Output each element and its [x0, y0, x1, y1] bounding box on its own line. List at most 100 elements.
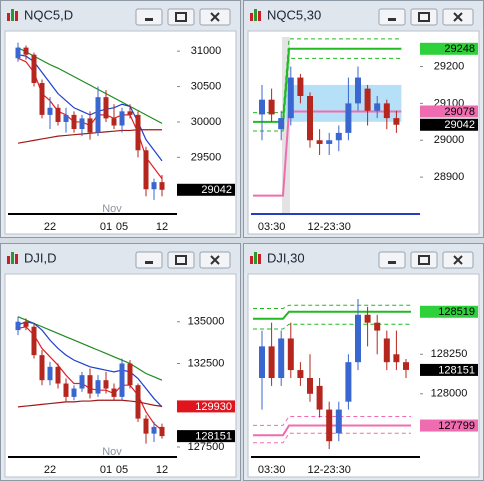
candle — [119, 358, 125, 401]
candle — [374, 96, 381, 119]
minimize-button[interactable] — [135, 8, 163, 26]
candle — [87, 368, 93, 399]
candle — [383, 99, 390, 130]
candle — [39, 350, 45, 386]
icon-bar — [11, 252, 14, 264]
candle-body — [47, 107, 53, 115]
window-icon — [7, 252, 18, 264]
moving-average — [17, 47, 163, 124]
button-face — [167, 8, 195, 26]
close-button[interactable] — [199, 251, 231, 269]
close-button[interactable] — [442, 8, 474, 26]
candle-body — [47, 366, 53, 381]
candle — [111, 383, 117, 401]
level-line — [253, 310, 411, 320]
button-glyph — [388, 261, 396, 264]
chart-window: DJI,30 128000 128250 128519 128151 127799 03:3… — [243, 243, 484, 481]
candle-body — [345, 362, 352, 402]
candle-body — [403, 362, 409, 370]
candle — [23, 318, 29, 331]
candle — [335, 125, 342, 152]
candle — [297, 362, 304, 386]
price-tag — [420, 42, 478, 55]
month-label: Nov — [102, 446, 122, 458]
minimize-button[interactable] — [378, 8, 406, 26]
level-line — [253, 47, 402, 123]
candle — [95, 86, 101, 137]
candle — [345, 77, 352, 141]
candle-body — [95, 97, 101, 133]
minimize-button[interactable] — [378, 251, 406, 269]
window-icon — [7, 9, 18, 21]
candle — [103, 90, 109, 122]
button-glyph — [145, 18, 153, 21]
candle — [143, 146, 149, 197]
restore-button[interactable] — [410, 251, 438, 269]
price-tag-label: 128151 — [195, 431, 232, 443]
month-label: Nov — [102, 203, 122, 215]
price-tag — [420, 105, 478, 118]
candle-body — [79, 375, 85, 389]
candle — [355, 66, 361, 111]
candle-body — [393, 354, 400, 363]
x-tick-label: 12 — [156, 221, 168, 233]
candle — [307, 354, 313, 402]
button-face — [135, 8, 163, 26]
button-glyph — [388, 18, 396, 21]
restore-button[interactable] — [410, 8, 438, 26]
candle-body — [111, 118, 117, 126]
candle-body — [95, 380, 101, 394]
candle-body — [278, 118, 285, 130]
candle — [403, 359, 409, 378]
y-tick-label: 30500 — [191, 80, 222, 92]
window-title: DJI,30 — [267, 250, 305, 265]
button-glyph — [145, 261, 153, 264]
candle — [135, 383, 141, 422]
candle-body — [119, 111, 125, 126]
restore-button[interactable] — [167, 8, 195, 26]
candle — [79, 114, 85, 137]
candle-body — [307, 377, 313, 394]
x-tick-label: 12-23:30 — [307, 464, 350, 476]
close-button[interactable] — [199, 8, 231, 26]
price-tag-label: 128519 — [438, 306, 475, 318]
candle-body — [307, 96, 313, 141]
candle — [87, 111, 93, 140]
candle — [103, 371, 109, 394]
window-title: NQC5,30 — [267, 7, 321, 22]
candle — [63, 107, 69, 133]
minimize-button[interactable] — [135, 251, 163, 269]
candle-body — [119, 363, 125, 397]
candle-body — [297, 370, 304, 378]
button-face — [135, 251, 163, 269]
x-tick-label: 05 — [116, 221, 128, 233]
candle-body — [355, 314, 361, 363]
candle — [31, 52, 37, 87]
candle-body — [259, 99, 265, 115]
candle-body — [278, 338, 285, 378]
close-button[interactable] — [442, 251, 474, 269]
price-tag — [420, 118, 478, 131]
candle — [364, 84, 371, 126]
button-glyph — [453, 255, 463, 265]
restore-button[interactable] — [167, 251, 195, 269]
candle-body — [374, 103, 381, 111]
price-tag-label: 29042 — [444, 119, 475, 131]
button-face — [410, 251, 438, 269]
price-tag-label: 29042 — [201, 184, 232, 196]
window-title: DJI,D — [24, 250, 57, 265]
price-tag-label: 128151 — [438, 364, 475, 376]
candle — [151, 178, 157, 200]
chart-window: DJI,D 127500 132500 135000 129930 128151 22 01 0… — [0, 243, 241, 481]
window-title: NQC5,D — [24, 7, 73, 22]
candle-body — [393, 118, 400, 125]
level-band — [253, 304, 411, 309]
icon-bar — [15, 11, 18, 21]
y-tick-label: 31000 — [191, 45, 222, 57]
candle-body — [63, 114, 69, 122]
button-glyph — [418, 255, 430, 265]
candle — [374, 314, 381, 355]
icon-bar — [7, 256, 10, 264]
button-glyph — [175, 12, 187, 22]
button-face — [167, 251, 195, 269]
